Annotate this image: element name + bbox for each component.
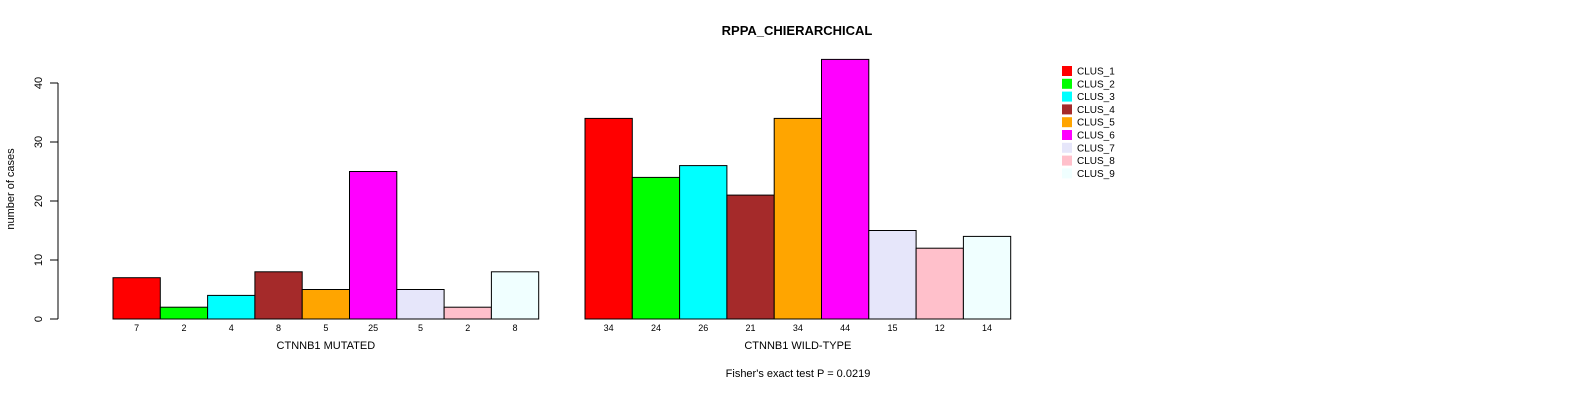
bar-count-label: 12 xyxy=(935,323,945,333)
bar-clus-2 xyxy=(159,306,209,320)
bar-clus-9 xyxy=(490,271,540,320)
y-tick-label: 40 xyxy=(33,77,45,89)
group-label: CTNNB1 MUTATED xyxy=(277,340,376,352)
bar-clus-8 xyxy=(443,306,492,320)
y-tick-label: 30 xyxy=(33,136,45,148)
bar-clus-1 xyxy=(112,277,161,320)
bar-count-label: 24 xyxy=(651,323,661,333)
legend-swatch xyxy=(1062,155,1072,166)
bar-count-label: 2 xyxy=(181,323,186,333)
legend-label: CLUS_6 xyxy=(1077,131,1115,142)
fisher-test-label: Fisher's exact test P = 0.0219 xyxy=(726,368,871,380)
legend-label: CLUS_7 xyxy=(1077,143,1115,154)
y-tick-label: 0 xyxy=(33,316,45,322)
legend-label: CLUS_5 xyxy=(1077,118,1115,129)
bar-clus-6 xyxy=(349,171,398,320)
bar-count-label: 44 xyxy=(840,323,850,333)
bar-count-label: 25 xyxy=(368,323,378,333)
bar-clus-7 xyxy=(868,230,917,320)
bar-count-label: 5 xyxy=(418,323,423,333)
bar-count-label: 8 xyxy=(513,323,518,333)
y-axis: 0 10 20 30 40 xyxy=(33,77,59,322)
bar-clus-9 xyxy=(962,235,1012,320)
bar-clus-8 xyxy=(915,247,964,320)
bar-clus-1 xyxy=(584,117,633,320)
bar-count-label: 26 xyxy=(698,323,708,333)
bar-count-label: 2 xyxy=(465,323,470,333)
legend-swatch xyxy=(1062,117,1072,128)
bar-count-label: 4 xyxy=(229,323,234,333)
bar-clus-3 xyxy=(679,165,728,320)
bar-count-label: 15 xyxy=(887,323,897,333)
legend-label: CLUS_1 xyxy=(1077,67,1115,78)
legend-label: CLUS_4 xyxy=(1077,105,1115,116)
y-tick-label: 20 xyxy=(33,195,45,207)
legend-label: CLUS_2 xyxy=(1077,79,1115,90)
legend-swatch xyxy=(1062,66,1072,76)
legend-swatch xyxy=(1062,168,1072,179)
bar-count-label: 5 xyxy=(323,323,328,333)
bar-count-label: 14 xyxy=(982,323,992,333)
legend-swatch xyxy=(1062,91,1072,102)
bar-count-label: 21 xyxy=(746,323,756,333)
legend-swatch xyxy=(1062,78,1072,89)
bar-clus-6 xyxy=(821,58,870,320)
group-label: CTNNB1 WILD-TYPE xyxy=(744,340,851,352)
bar-count-label: 34 xyxy=(793,323,803,333)
legend-label: CLUS_9 xyxy=(1077,169,1115,180)
legend: CLUS_1CLUS_2CLUS_3CLUS_4CLUS_5CLUS_6CLUS… xyxy=(1062,66,1115,180)
bar-clus-4 xyxy=(254,271,303,320)
bar-clus-7 xyxy=(396,289,445,320)
legend-swatch xyxy=(1062,104,1072,115)
bar-count-label: 34 xyxy=(604,323,614,333)
bar-count-label: 8 xyxy=(276,323,281,333)
bar-clus-5 xyxy=(301,289,351,320)
legend-swatch xyxy=(1062,130,1072,140)
legend-label: CLUS_8 xyxy=(1077,156,1115,167)
y-axis-label: number of cases xyxy=(5,148,17,230)
bar-clus-5 xyxy=(773,117,823,320)
bar-clus-2 xyxy=(631,176,681,320)
y-tick-label: 10 xyxy=(33,254,45,266)
bar-clus-3 xyxy=(207,294,256,320)
legend-label: CLUS_3 xyxy=(1077,92,1115,103)
bar-clus-4 xyxy=(726,194,775,320)
chart-title: RPPA_CHIERARCHICAL xyxy=(722,23,873,38)
bar-count-label: 7 xyxy=(134,323,139,333)
legend-swatch xyxy=(1062,142,1072,153)
